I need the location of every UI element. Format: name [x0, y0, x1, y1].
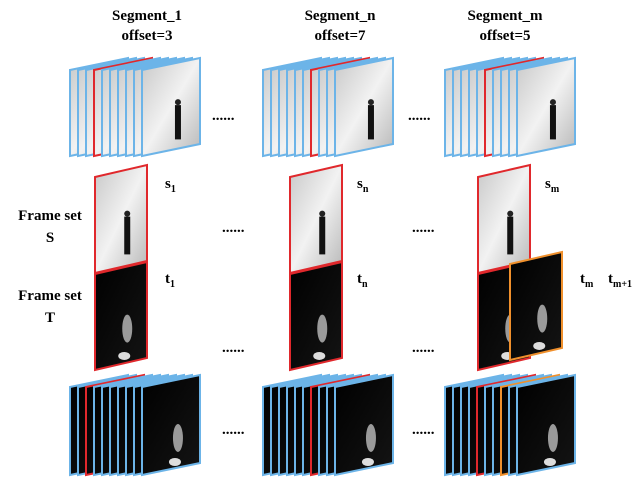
ellipsis: ......: [222, 422, 245, 438]
figure: [368, 99, 374, 105]
figure: [537, 305, 547, 333]
label-subscript: n: [363, 184, 369, 195]
figure: [319, 217, 325, 255]
page: Segment_1 offset=3 Segment_n offset=7 Segmen…: [0, 0, 640, 491]
figure: [317, 315, 327, 343]
segment-offset: offset=3: [121, 28, 172, 44]
label-subscript: m: [551, 184, 560, 195]
ellipsis: ......: [412, 340, 435, 356]
ellipsis: ......: [408, 108, 431, 124]
figure: [124, 217, 130, 255]
row-letter: T: [45, 310, 55, 326]
row-letter: S: [46, 230, 54, 246]
segment-offset: offset=7: [314, 28, 366, 44]
segment-title: Segment_n: [305, 8, 376, 24]
frame: [290, 165, 342, 273]
ellipsis: ......: [222, 220, 245, 236]
figure: [122, 315, 132, 343]
frame-face: [142, 58, 200, 156]
frame: [290, 262, 342, 370]
frame: [95, 165, 147, 273]
ellipsis: ......: [412, 422, 435, 438]
segment-offset: offset=5: [479, 28, 530, 44]
frame-label: t1: [165, 271, 175, 290]
diagram: Segment_1 offset=3 Segment_n offset=7 Segmen…: [0, 0, 640, 491]
frame: [517, 375, 575, 475]
figure: [550, 105, 556, 139]
frame-label: sn: [357, 176, 369, 195]
ellipsis: ......: [412, 220, 435, 236]
figure: [366, 424, 376, 452]
frame: [142, 58, 200, 156]
frame: [517, 58, 575, 156]
frame-label: tm+1: [608, 271, 632, 290]
frame-face: [95, 165, 147, 273]
label-subscript: m+1: [613, 279, 632, 290]
frame: [142, 375, 200, 475]
ellipsis: ......: [222, 340, 245, 356]
frame-face: [517, 58, 575, 156]
figure: [175, 105, 181, 139]
figure: [544, 458, 556, 466]
frame-label: sm: [545, 176, 560, 195]
frame-label: s1: [165, 176, 176, 195]
segment-title: Segment_1: [112, 8, 182, 24]
label-subscript: n: [362, 279, 368, 290]
figure: [507, 217, 513, 255]
label-subscript: 1: [171, 184, 176, 195]
figure: [169, 458, 181, 466]
figure: [550, 99, 556, 105]
frame: [95, 262, 147, 370]
segment-title: Segment_m: [468, 8, 543, 24]
frame-label: tn: [357, 271, 368, 290]
figure: [124, 211, 130, 217]
label-subscript: m: [585, 279, 594, 290]
figure: [118, 352, 130, 360]
frames: [70, 58, 575, 475]
figure: [319, 211, 325, 217]
frame-face: [290, 165, 342, 273]
label-subscript: 1: [170, 279, 175, 290]
figure: [548, 424, 558, 452]
row-label: Frame set: [18, 208, 82, 224]
frame: [478, 165, 530, 273]
figure: [173, 424, 183, 452]
figure: [362, 458, 374, 466]
figure: [507, 211, 513, 217]
frame: [510, 252, 562, 360]
frame-face: [335, 58, 393, 156]
figure: [533, 342, 545, 350]
frame: [335, 375, 393, 475]
figure: [175, 99, 181, 105]
figure: [313, 352, 325, 360]
frame-label: tm: [580, 271, 594, 290]
figure: [368, 105, 374, 139]
ellipsis: ......: [212, 108, 235, 124]
frame: [335, 58, 393, 156]
row-label: Frame set: [18, 288, 82, 304]
frame-face: [478, 165, 530, 273]
